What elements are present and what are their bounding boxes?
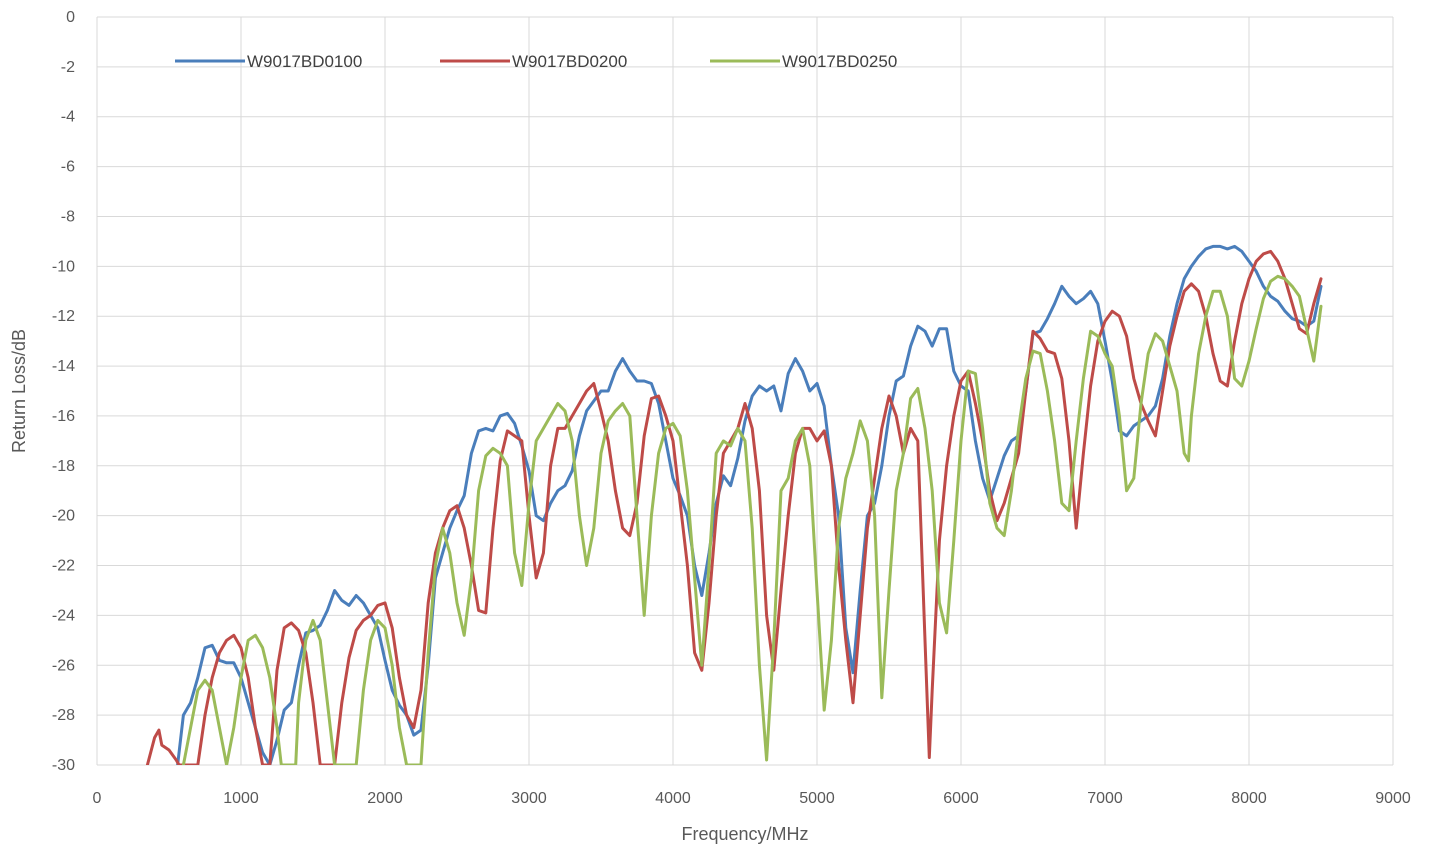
- y-tick-label: -26: [52, 657, 75, 674]
- y-tick-label: -14: [52, 358, 75, 375]
- y-axis-title: Return Loss/dB: [9, 329, 29, 453]
- y-tick-label: -8: [61, 208, 75, 225]
- legend-label: W9017BD0250: [782, 52, 897, 71]
- legend-label: W9017BD0200: [512, 52, 627, 71]
- y-tick-label: -20: [52, 508, 75, 525]
- y-tick-label: 0: [66, 9, 75, 26]
- y-axis-ticks: 0 -2 -4 -6 -8 -10 -12 -14 -16 -18 -20 -22 -24 -26 -28 -…: [52, 9, 75, 774]
- series-line: [181, 274, 1323, 765]
- y-tick-label: -2: [61, 59, 75, 76]
- x-tick-label: 6000: [943, 790, 979, 807]
- y-tick-label: -18: [52, 458, 75, 475]
- legend-label: W9017BD0100: [247, 52, 362, 71]
- x-tick-label: 1000: [223, 790, 259, 807]
- grid-lines: [96, 16, 1394, 766]
- y-tick-label: -16: [52, 408, 75, 425]
- x-tick-label: 3000: [511, 790, 547, 807]
- y-tick-label: -4: [61, 109, 75, 126]
- x-tick-label: 4000: [655, 790, 691, 807]
- y-tick-label: -10: [52, 258, 75, 275]
- x-axis-ticks: 0 1000 2000 3000 4000 5000 6000 7000 8000 9000: [93, 790, 1411, 807]
- series-line: [176, 244, 1323, 765]
- x-tick-label: 9000: [1375, 790, 1411, 807]
- series-lines: [145, 244, 1323, 765]
- x-tick-label: 7000: [1087, 790, 1123, 807]
- x-tick-label: 8000: [1231, 790, 1267, 807]
- x-tick-label: 0: [93, 790, 102, 807]
- y-tick-label: -30: [52, 757, 75, 774]
- x-tick-label: 5000: [799, 790, 835, 807]
- series-line: [145, 249, 1323, 765]
- y-tick-label: -6: [61, 159, 75, 176]
- y-tick-label: -28: [52, 707, 75, 724]
- y-tick-label: -22: [52, 558, 75, 575]
- x-tick-label: 2000: [367, 790, 403, 807]
- x-axis-title: Frequency/MHz: [681, 824, 808, 844]
- y-tick-label: -12: [52, 308, 75, 325]
- legend: W9017BD0100 W9017BD0200 W9017BD0250: [175, 52, 897, 71]
- y-tick-label: -24: [52, 607, 75, 624]
